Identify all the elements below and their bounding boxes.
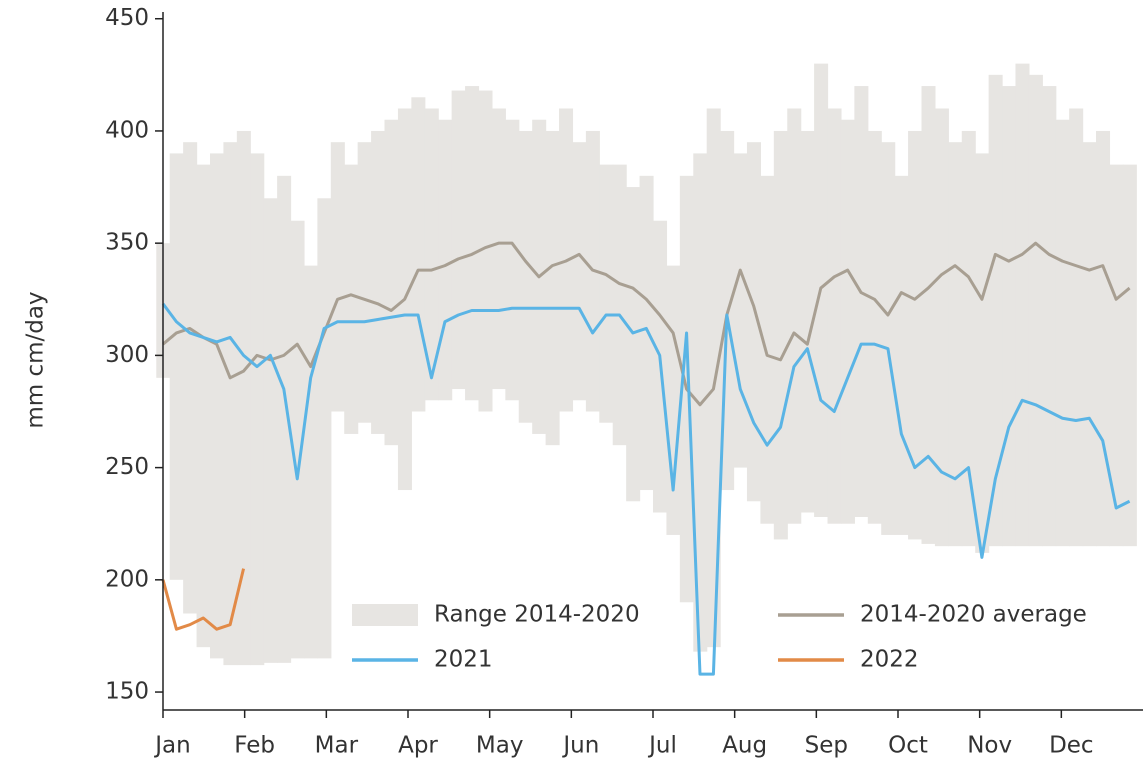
range-band xyxy=(424,108,439,401)
range-band xyxy=(639,175,654,491)
y-tick-label: 300 xyxy=(105,342,149,368)
range-band xyxy=(491,108,506,390)
x-tick-label: Oct xyxy=(888,733,928,759)
range-band xyxy=(277,175,292,663)
range-band xyxy=(303,265,318,659)
range-band xyxy=(263,198,278,663)
range-band xyxy=(787,108,802,524)
y-tick-label: 350 xyxy=(105,230,149,256)
range-band xyxy=(948,142,963,547)
y-tick-label: 150 xyxy=(105,679,149,705)
x-tick-label: Nov xyxy=(967,733,1012,759)
range-band xyxy=(357,142,372,423)
range-band xyxy=(438,119,453,401)
range-band xyxy=(384,119,399,446)
range-band xyxy=(411,97,426,412)
y-tick-label: 250 xyxy=(105,454,149,480)
range-band xyxy=(518,130,533,423)
x-tick-label: Mar xyxy=(315,733,359,759)
legend-label: 2014-2020 average xyxy=(860,602,1087,628)
x-tick-label: May xyxy=(476,733,524,759)
range-band xyxy=(1002,86,1017,547)
legend-swatch xyxy=(352,604,418,626)
range-band xyxy=(934,108,949,547)
range-band xyxy=(236,130,251,666)
range-band xyxy=(733,153,748,468)
range-band xyxy=(840,119,855,524)
range-band xyxy=(451,90,466,390)
series-line xyxy=(161,568,246,631)
range-band xyxy=(183,142,198,614)
series-line xyxy=(161,302,1131,676)
y-tick-label: 400 xyxy=(105,117,149,143)
range-band xyxy=(545,130,560,446)
range-band xyxy=(1082,142,1097,547)
legend-label: 2021 xyxy=(434,647,493,673)
range-band xyxy=(1096,130,1111,547)
x-tick-label: Apr xyxy=(398,733,438,759)
range-band xyxy=(1028,74,1043,547)
y-tick-label: 450 xyxy=(105,5,149,31)
range-band xyxy=(290,220,305,659)
range-band xyxy=(317,198,332,659)
range-band xyxy=(975,153,990,553)
range-band xyxy=(209,153,225,659)
x-tick-label: Jan xyxy=(153,733,190,759)
range-band xyxy=(894,175,909,535)
range-band xyxy=(572,142,587,401)
range-band xyxy=(330,142,345,412)
range-band xyxy=(773,130,788,540)
range-band xyxy=(908,130,923,540)
range-band xyxy=(1042,86,1057,547)
range-band xyxy=(599,164,614,423)
range-band xyxy=(800,130,815,513)
legend-label: Range 2014-2020 xyxy=(434,602,640,628)
y-axis-label: mm cm/day xyxy=(23,291,49,428)
range-band xyxy=(612,164,627,446)
legend-label: 2022 xyxy=(860,647,919,673)
range-band xyxy=(854,86,869,517)
range-band xyxy=(1069,108,1084,547)
range-band xyxy=(1015,63,1030,547)
range-band xyxy=(827,108,842,524)
y-tick-label: 200 xyxy=(105,566,149,592)
range-band xyxy=(988,74,1003,547)
range-band xyxy=(250,153,265,666)
range-band xyxy=(666,265,681,535)
range-band xyxy=(478,90,493,412)
x-tick-label: Aug xyxy=(722,733,767,759)
range-band xyxy=(760,175,775,524)
range-band xyxy=(344,164,359,434)
range-band xyxy=(1122,164,1137,547)
range-band xyxy=(223,142,238,666)
range-band xyxy=(505,119,520,401)
range-band xyxy=(881,142,896,535)
x-tick-label: Dec xyxy=(1049,733,1094,759)
x-tick-label: Jun xyxy=(561,733,599,759)
range-band xyxy=(196,164,211,648)
range-band xyxy=(867,130,882,524)
range-band xyxy=(921,86,936,544)
range-band xyxy=(626,187,641,502)
x-tick-label: Feb xyxy=(234,733,275,759)
x-tick-label: Jul xyxy=(647,733,677,759)
range-band xyxy=(706,108,721,648)
range-band xyxy=(465,86,480,401)
range-band xyxy=(169,153,184,580)
range-band xyxy=(371,130,386,434)
range-band xyxy=(1109,164,1124,547)
range-band xyxy=(961,130,976,547)
x-tick-label: Sep xyxy=(805,733,848,759)
range-band xyxy=(1055,119,1070,547)
